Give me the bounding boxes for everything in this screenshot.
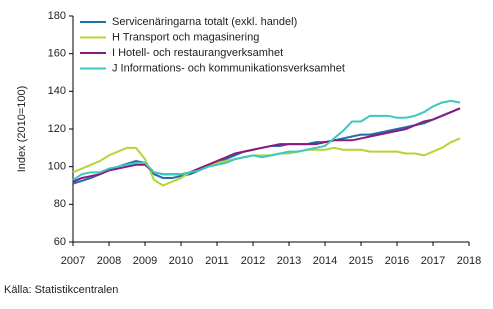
x-tick-label: 2008 [97, 255, 121, 267]
x-tick-label: 2009 [133, 255, 157, 267]
series-line [72, 107, 461, 183]
x-tick-label: 2012 [241, 255, 265, 267]
series-line [72, 99, 461, 181]
x-tick-label: 2015 [349, 255, 373, 267]
x-tick-label: 2007 [61, 255, 85, 267]
x-tick-label: 2014 [313, 255, 337, 267]
x-tick-label: 2016 [385, 255, 409, 267]
y-axis-label: Index (2010=100) [16, 86, 28, 173]
y-tick-label: 60 [54, 236, 66, 248]
y-tick-label: 180 [48, 10, 66, 22]
x-tick-label: 2013 [277, 255, 301, 267]
legend-label: H Transport och magasinering [112, 31, 259, 43]
legend-label: Servicenäringarna totalt (exkl. handel) [112, 16, 297, 28]
x-tick-label: 2011 [205, 255, 229, 267]
legend-label: I Hotell- och restaurangverksamhet [112, 47, 283, 59]
y-tick-label: 80 [54, 198, 66, 210]
y-tick-label: 140 [48, 85, 66, 97]
y-tick-label: 160 [48, 48, 66, 60]
source: Källa: Statistikcentralen [4, 284, 118, 296]
legend-label: J Informations- och kommunikationsverksa… [112, 62, 345, 74]
x-tick-label: 2018 [457, 255, 481, 267]
y-tick-label: 100 [48, 161, 66, 173]
y-tick-label: 120 [48, 123, 66, 135]
x-tick-label: 2017 [421, 255, 445, 267]
x-tick-label: 2010 [169, 255, 193, 267]
